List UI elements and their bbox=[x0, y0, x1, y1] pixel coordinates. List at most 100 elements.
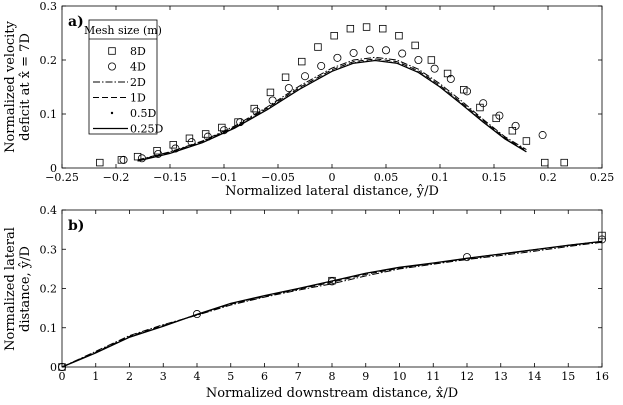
panel-a-series-4d-marker bbox=[300, 72, 309, 81]
panel-a-series-8d-marker bbox=[346, 24, 355, 33]
panel-a-series-8d-marker bbox=[411, 41, 419, 50]
legend: Mesh size (m) 8D 4D 2D 1D 0.5D 0.25D bbox=[84, 19, 163, 136]
legend-entry-1d-label: 1D bbox=[130, 92, 146, 105]
panel-a-xtick-label: 0.1 bbox=[431, 171, 449, 184]
panel-b-ytick-label: 0.2 bbox=[40, 283, 58, 296]
panel-a-ytick-label: 0.1 bbox=[40, 108, 58, 121]
panel-b-xtick-label: 3 bbox=[160, 370, 167, 383]
legend-entry-2d-label: 2D bbox=[130, 76, 146, 89]
panel-a-series-4d-marker bbox=[284, 84, 293, 93]
panel-a-series-4d-marker bbox=[462, 87, 471, 96]
panel-b-xtick-label: 2 bbox=[126, 370, 133, 383]
panel-a-series-4d-marker bbox=[349, 48, 358, 57]
legend-entry-8d-label: 8D bbox=[130, 45, 146, 58]
panel-a-xtick-label: −0.2 bbox=[103, 171, 130, 184]
legend-entries: 8D 4D 2D 1D 0.5D 0.25D bbox=[93, 45, 163, 136]
panel-a-series-8d-marker bbox=[362, 23, 371, 31]
panel-a-series-8d-marker bbox=[560, 158, 568, 167]
panel-a-series-0p25d-line bbox=[137, 59, 527, 162]
panel-b-ylabel-line2: distance, ŷ/D bbox=[18, 246, 33, 332]
panel-a-series-4d-marker bbox=[365, 45, 374, 54]
panel-a-series-4d-marker bbox=[414, 56, 423, 65]
panel-b-series-1d-line bbox=[61, 240, 603, 368]
panel-a-series-4d-marker bbox=[479, 99, 488, 108]
panel-a-series-4d-marker bbox=[381, 46, 390, 55]
panel-a-xtick-label: 0.25 bbox=[590, 171, 615, 184]
panel-a-series-4d-marker bbox=[137, 154, 146, 163]
panel-b-xtick-label: 10 bbox=[393, 370, 407, 383]
panel-a-series-4d-marker bbox=[538, 131, 547, 140]
legend-entry-4d-symbol bbox=[108, 62, 117, 71]
panel-a-series-8d-marker bbox=[330, 32, 338, 40]
panel-a-ytick-label: 0.3 bbox=[40, 0, 58, 13]
panel-a-series-8d-marker bbox=[201, 130, 210, 138]
panel-b-ytick-label: 0 bbox=[50, 361, 57, 374]
panel-a-xtick-label: 0.15 bbox=[482, 171, 507, 184]
panel-a-series-4d-marker bbox=[511, 121, 520, 130]
panel-b-xtick-label: 11 bbox=[426, 370, 440, 383]
panel-a-label: a) bbox=[68, 14, 84, 30]
panel-a-xtick-label: −0.25 bbox=[45, 171, 79, 184]
panel-b-series-0p5d-line bbox=[61, 240, 603, 368]
legend-entry-0p25d-label: 0.25D bbox=[130, 123, 163, 136]
panel-a-series-8d-marker bbox=[298, 57, 306, 66]
panel-a-series-8d-marker bbox=[508, 127, 517, 135]
panel-a-series-8d-marker bbox=[96, 158, 104, 167]
legend-entry-8d-symbol bbox=[108, 47, 116, 55]
panel-b-series-4d-marker bbox=[598, 235, 607, 244]
panel-a-xtick-label: −0.05 bbox=[261, 171, 295, 184]
panel-b-xtick-label: 14 bbox=[528, 370, 542, 383]
panel-a-marks bbox=[96, 23, 568, 167]
legend-entry-4d-label: 4D bbox=[130, 61, 146, 74]
legend-entry-0p5d-symbol bbox=[110, 111, 114, 115]
panel-a-series-2d-line bbox=[137, 56, 527, 161]
panel-a-series-4d-marker bbox=[446, 74, 455, 83]
panel-a-series-8d-marker bbox=[427, 56, 436, 64]
panel-a-series-0p5d-line bbox=[137, 59, 527, 162]
panel-b-xtick-label: 4 bbox=[194, 370, 201, 383]
panel-b-axes-frame bbox=[61, 209, 603, 368]
panel-b-ylabel-line1: Normalized lateral bbox=[3, 227, 18, 351]
panel-b-xtick-label: 6 bbox=[261, 370, 268, 383]
panel-a-series-8d-marker bbox=[266, 88, 275, 97]
panel-a-series-8d-marker bbox=[314, 43, 322, 51]
panel-a-ytick-label: 0 bbox=[50, 162, 57, 175]
panel-a-xlabel: Normalized lateral distance, ŷ/D bbox=[225, 184, 439, 199]
panel-a-series-8d-marker bbox=[395, 32, 403, 40]
panel-a-series-4d-marker bbox=[119, 155, 128, 164]
panel-a-series-8d-marker bbox=[541, 158, 549, 167]
panel-a-ticks: −0.25 −0.2 −0.15 −0.1 −0.05 0 0.05 0.1 0.15 0.2 0.… bbox=[40, 0, 615, 184]
panel-a-series-8d-marker bbox=[522, 137, 531, 145]
panel-a-ylabel-line1: Normalized velocity bbox=[3, 20, 18, 152]
legend-entry-0p5d-label: 0.5D bbox=[130, 107, 156, 120]
panel-b-xtick-label: 8 bbox=[329, 370, 336, 383]
panel-a-xtick-label: 0.05 bbox=[374, 171, 399, 184]
panel-a-series-8d-marker bbox=[117, 156, 126, 164]
panel-a: −0.25 −0.2 −0.15 −0.1 −0.05 0 0.05 0.1 0.15 0.2 0.… bbox=[3, 0, 614, 199]
panel-a-series-8d-marker bbox=[250, 104, 258, 113]
panel-a-xtick-label: −0.1 bbox=[211, 171, 238, 184]
panel-a-series-8d-marker bbox=[218, 123, 226, 132]
panel-a-xtick-label: 0.2 bbox=[539, 171, 557, 184]
panel-a-ylabel-line2: deficit at x̂ = 7D bbox=[18, 33, 33, 141]
panel-a-ytick-label: 0.2 bbox=[40, 54, 58, 67]
panel-b-series-0p25d-line bbox=[61, 240, 603, 368]
panel-b-xtick-label: 9 bbox=[362, 370, 369, 383]
panel-b-xtick-label: 5 bbox=[227, 370, 234, 383]
panel-b-xtick-label: 1 bbox=[92, 370, 99, 383]
panel-b-series-4d-marker bbox=[58, 362, 67, 371]
panel-a-series-8d-marker bbox=[379, 24, 387, 33]
panel-a-series-4d-marker bbox=[495, 111, 504, 120]
panel-b-series-8d-marker bbox=[598, 231, 606, 240]
panel-a-series-4d-marker bbox=[398, 49, 407, 58]
panel-a-series-4d-marker bbox=[317, 61, 326, 70]
panel-a-series-1d-line bbox=[137, 58, 527, 161]
panel-a-series-8d-marker bbox=[281, 73, 290, 81]
panel-a-xtick-label: 0 bbox=[329, 171, 336, 184]
legend-title: Mesh size (m) bbox=[84, 24, 162, 37]
panel-b-xtick-label: 15 bbox=[561, 370, 575, 383]
panel-b-xtick-label: 0 bbox=[59, 370, 66, 383]
